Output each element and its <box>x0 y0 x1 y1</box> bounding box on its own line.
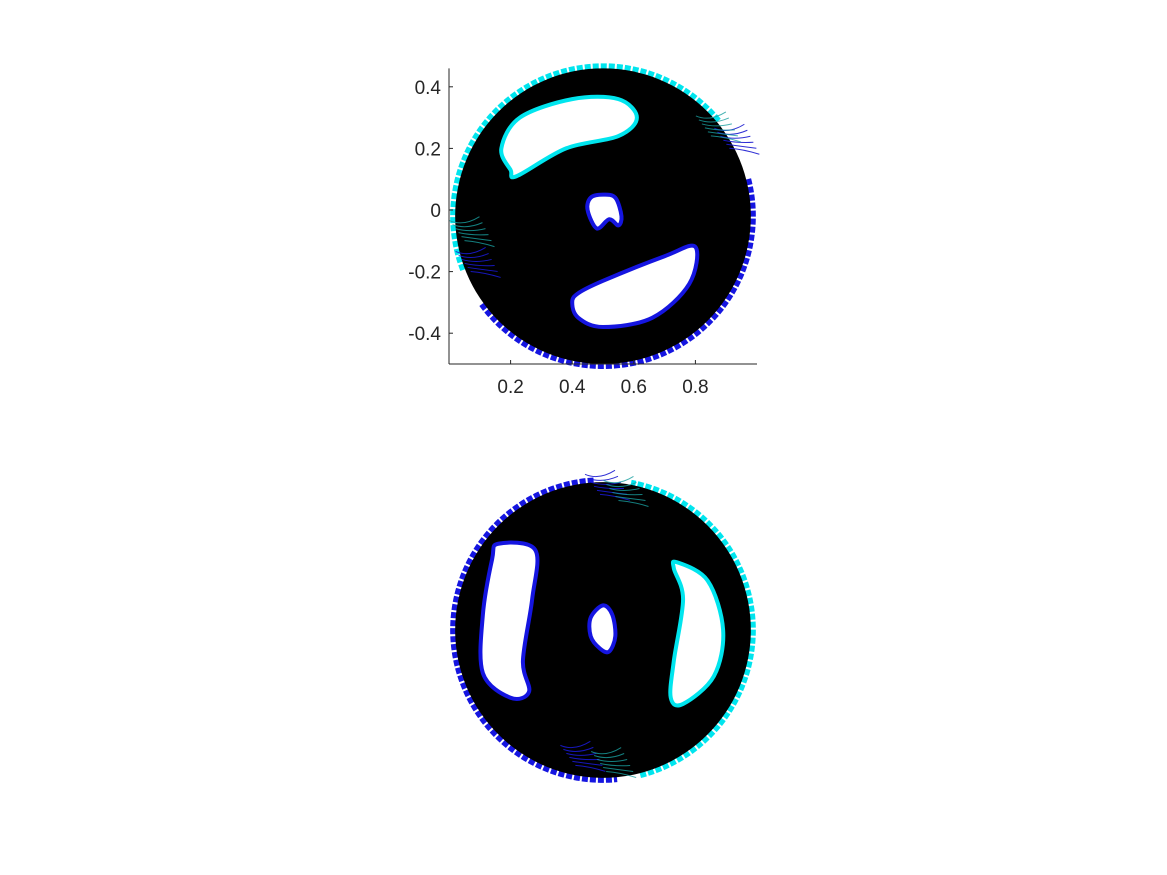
contour-line <box>455 228 486 232</box>
contour-line <box>452 222 483 228</box>
contour-line <box>707 131 738 137</box>
contour-line <box>464 262 495 267</box>
contour-line <box>584 469 616 478</box>
contour-line <box>461 258 492 262</box>
left-hole <box>478 540 540 701</box>
contour-lines <box>455 123 760 278</box>
contour-line <box>461 236 492 242</box>
contour-line <box>449 216 480 224</box>
contour-line <box>590 747 622 755</box>
contour-line <box>606 771 637 778</box>
contour-line <box>467 266 498 272</box>
contour-line <box>572 760 603 766</box>
contour-line <box>710 135 742 143</box>
boundary-arc-blue <box>450 477 618 783</box>
center-hole <box>587 603 618 655</box>
contour-line <box>470 270 501 278</box>
contour-line <box>695 111 727 119</box>
contour-line <box>704 127 735 131</box>
contour-lines-teal <box>590 476 649 778</box>
contour-line <box>593 485 625 490</box>
contour-line <box>563 746 594 752</box>
boundary-arc-cyan <box>450 63 721 273</box>
subplot-bottom <box>450 469 756 783</box>
contour-line <box>597 759 628 763</box>
contour-line <box>455 247 486 255</box>
contour-line <box>600 763 631 767</box>
y-tick-label: 0.4 <box>415 78 442 99</box>
contour-line <box>566 752 597 756</box>
x-tick-label: 0.2 <box>497 377 523 398</box>
lower-hole <box>570 243 700 330</box>
x-tick-label: 0.4 <box>559 377 586 398</box>
contour-lines <box>560 469 631 772</box>
right-hole <box>668 559 726 708</box>
contour-line <box>701 123 733 127</box>
contour-line <box>575 764 606 772</box>
contour-line <box>723 139 754 143</box>
boundary-arc-cyan <box>630 479 756 779</box>
contour-line <box>729 147 760 155</box>
x-tick-label: 0.8 <box>682 377 708 398</box>
y-tick-label: 0.2 <box>415 139 441 160</box>
center-hole <box>585 192 624 231</box>
upper-hole <box>499 94 639 180</box>
contour-line <box>698 117 730 123</box>
y-tick-label: -0.2 <box>408 263 441 284</box>
contour-line <box>726 143 757 149</box>
contour-line <box>618 499 649 507</box>
y-tick-label: -0.4 <box>408 324 441 345</box>
contour-line <box>587 475 619 481</box>
contour-line <box>569 756 600 761</box>
contour-line <box>612 491 643 496</box>
contour-lines-teal <box>449 111 742 248</box>
contour-line <box>593 753 625 759</box>
contour-line <box>599 493 631 501</box>
contour-line <box>458 252 489 259</box>
contour-line <box>603 476 634 484</box>
contour-line <box>464 240 495 248</box>
x-tick-label: 0.6 <box>621 377 647 398</box>
contour-line <box>603 767 634 773</box>
subplot-top: 0.2 0.4 0.6 0.8 0.4 0.2 0 -0.2 -0.4 <box>408 63 760 398</box>
contour-line <box>609 487 640 491</box>
contour-line <box>458 232 489 236</box>
contour-line <box>720 135 751 139</box>
contour-line <box>717 129 748 135</box>
y-tick-label: 0 <box>430 201 441 222</box>
contour-line <box>615 495 646 501</box>
contour-line <box>606 482 637 488</box>
contour-line <box>560 740 591 749</box>
axes: 0.2 0.4 0.6 0.8 0.4 0.2 0 -0.2 -0.4 <box>408 68 757 398</box>
